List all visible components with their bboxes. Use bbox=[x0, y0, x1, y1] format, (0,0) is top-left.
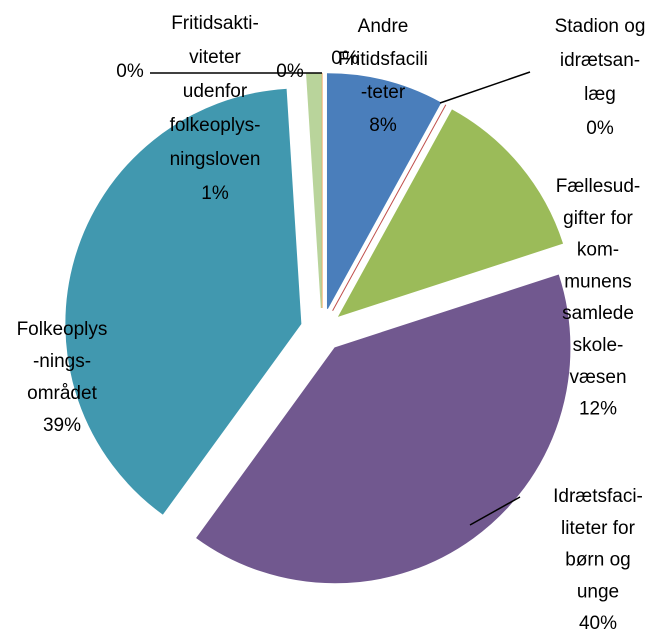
label-line: viteter bbox=[189, 47, 241, 68]
value-label: 0% bbox=[331, 48, 359, 69]
value-label: 12% bbox=[579, 399, 617, 420]
label-line: gifter for bbox=[563, 208, 633, 229]
slice-label: 0% bbox=[276, 61, 304, 82]
slice-label: Folkeoplys -nings-området 39% bbox=[17, 319, 108, 436]
label-line: folkeoplys- bbox=[170, 115, 261, 136]
pie-slice bbox=[306, 72, 322, 309]
label-line: Fritidsakti- bbox=[171, 13, 259, 34]
label-line: børn og bbox=[565, 550, 630, 571]
value-label: 40% bbox=[579, 613, 617, 632]
label-line: Andre bbox=[358, 16, 409, 37]
value-label: 0% bbox=[116, 61, 144, 82]
label-line: væsen bbox=[569, 367, 626, 388]
label-line: -nings- bbox=[33, 351, 91, 372]
label-line: Folkeoplys bbox=[17, 319, 108, 340]
label-line: unge bbox=[577, 581, 619, 602]
pie-slice bbox=[326, 73, 442, 309]
label-line: kom- bbox=[577, 240, 619, 261]
value-label: 0% bbox=[276, 61, 304, 82]
leader-line bbox=[469, 496, 521, 526]
slice-label: 0% bbox=[331, 48, 359, 69]
label-line: samlede bbox=[562, 303, 634, 324]
label-line: liteter for bbox=[561, 518, 636, 539]
pie-slice bbox=[196, 274, 571, 584]
value-label: 1% bbox=[201, 183, 229, 204]
label-line: ningsloven bbox=[170, 149, 261, 170]
label-line: Fællesud- bbox=[556, 176, 640, 197]
label-line: udenfor bbox=[183, 81, 248, 102]
slice-label: Fritidsakti-viteter udenfor folkeoplys-nin… bbox=[170, 13, 261, 204]
value-label: 39% bbox=[43, 415, 81, 436]
label-line: Fritidsfacili bbox=[338, 49, 428, 70]
slice-label: Andre Fritidsfacili -teter 8% bbox=[338, 16, 428, 136]
pie-slice bbox=[337, 109, 564, 317]
label-line: munens bbox=[564, 271, 632, 292]
value-label: 8% bbox=[369, 115, 397, 136]
label-line: Stadion og bbox=[555, 16, 646, 37]
label-line: -teter bbox=[361, 82, 406, 103]
leader-line bbox=[439, 71, 531, 104]
label-line: området bbox=[27, 383, 97, 404]
label-line: skole- bbox=[573, 335, 624, 356]
value-label: 0% bbox=[586, 118, 614, 139]
slice-label: Fællesud-gifter for kom-munens samlede skol… bbox=[556, 176, 640, 420]
slice-label: 0% bbox=[116, 61, 144, 82]
label-line: Idrætsfaci- bbox=[553, 486, 643, 507]
slice-label: Stadion og idrætsan-læg 0% bbox=[555, 16, 646, 139]
label-line: læg bbox=[584, 84, 616, 105]
slice-label: Idrætsfaci-liteter for børn og unge 40% bbox=[553, 486, 643, 632]
pie-slice bbox=[65, 88, 302, 515]
label-line: idrætsan- bbox=[560, 50, 640, 71]
